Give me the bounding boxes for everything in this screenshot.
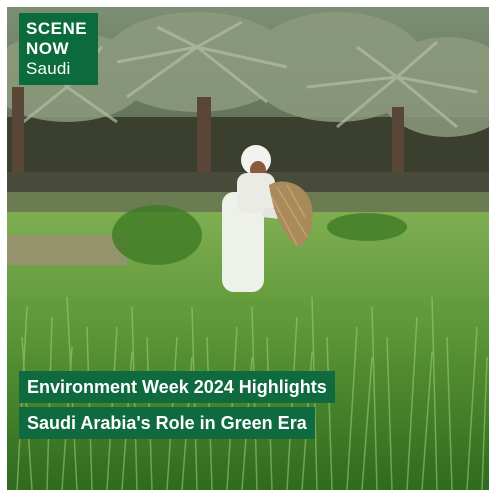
headline-banner: Environment Week 2024 Highlights Saudi A… [19, 371, 335, 443]
headline-line-1: Environment Week 2024 Highlights [19, 371, 335, 403]
rice-field-photo [7, 7, 489, 490]
logo-line-now: NOW [26, 39, 70, 58]
logo-line-scene: SCENE [26, 19, 88, 38]
headline-line-2: Saudi Arabia's Role in Green Era [19, 407, 315, 439]
farmer-in-field-illustration [7, 7, 489, 490]
farmer-figure [222, 145, 313, 292]
logo-line-saudi: Saudi [26, 59, 71, 78]
scene-now-saudi-logo: SCENE NOW Saudi [19, 13, 98, 85]
